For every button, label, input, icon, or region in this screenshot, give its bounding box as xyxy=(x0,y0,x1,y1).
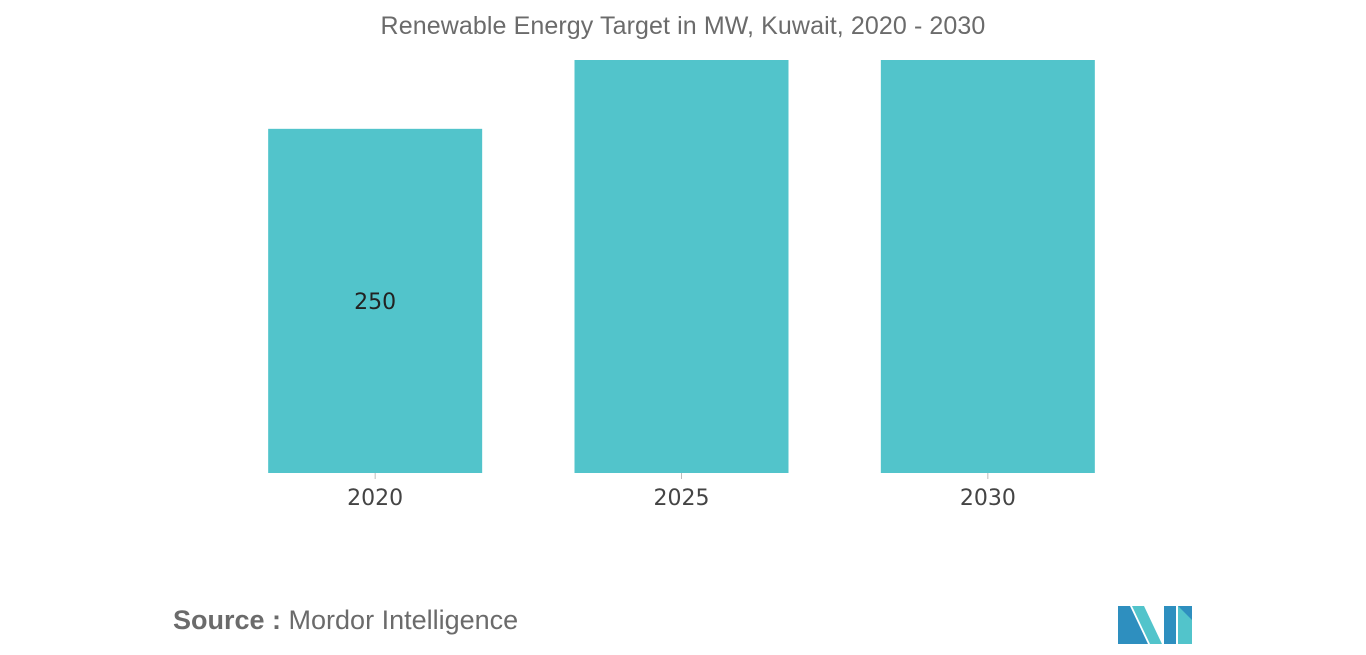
bar-2020 xyxy=(268,128,483,474)
chart-title: Renewable Energy Target in MW, Kuwait, 2… xyxy=(380,12,986,40)
bar-chart: 250 2020 2025 2030 xyxy=(268,60,1095,511)
x-tick-label-2030: 2030 xyxy=(960,486,1016,511)
bar-2030 xyxy=(880,60,1095,473)
mordor-intelligence-logo-icon xyxy=(1118,606,1192,644)
data-label-2020: 250 xyxy=(354,290,396,315)
bar-2025 xyxy=(574,60,789,473)
labels-layer: 250 xyxy=(354,290,396,315)
source-text: Mordor Intelligence xyxy=(288,605,519,635)
source-note: Source : Mordor Intelligence xyxy=(173,605,518,636)
ticks-layer: 2020 2025 2030 xyxy=(347,473,1016,511)
source-label: Source : xyxy=(173,605,282,635)
x-tick-label-2020: 2020 xyxy=(347,486,403,511)
x-tick-label-2025: 2025 xyxy=(654,486,710,511)
bars-layer xyxy=(268,60,1095,474)
